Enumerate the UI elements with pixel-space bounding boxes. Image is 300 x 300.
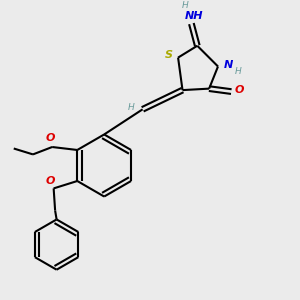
Text: S: S — [165, 50, 173, 60]
Text: O: O — [46, 134, 56, 143]
Text: H: H — [235, 67, 242, 76]
Text: N: N — [224, 60, 233, 70]
Text: O: O — [235, 85, 244, 95]
Text: O: O — [46, 176, 56, 186]
Text: H: H — [128, 103, 135, 112]
Text: NH: NH — [185, 11, 204, 21]
Text: H: H — [182, 1, 189, 10]
